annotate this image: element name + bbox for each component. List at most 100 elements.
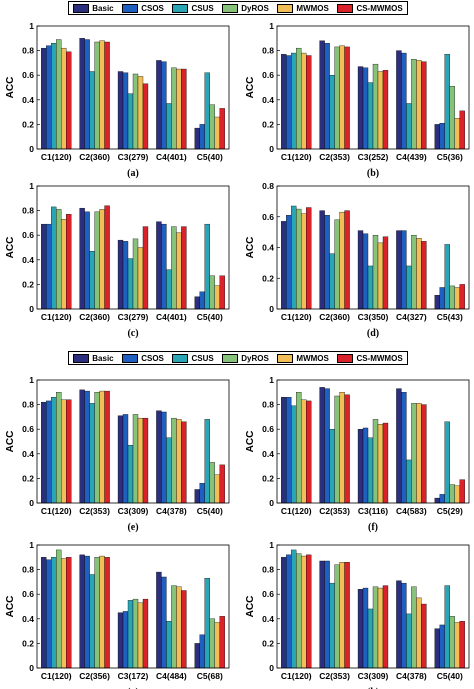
- legend-item-csus: CSUS: [172, 353, 214, 363]
- bar-csus-c3116: [367, 437, 374, 504]
- legend-label: Basic: [92, 3, 114, 13]
- bar-basic-c3116: [357, 429, 364, 504]
- bar-basic-c1120: [281, 557, 287, 669]
- legend-item-csus: CSUS: [172, 3, 214, 13]
- bar-basic-c4378: [156, 410, 162, 504]
- legend-top: Basic CSOS CSUS DyROS MWMOS CS-MWMOS: [68, 1, 408, 15]
- y-tick-label: 0: [269, 144, 274, 154]
- y-tick-label: 0.4: [262, 614, 274, 624]
- y-tick-label: 0.2: [262, 273, 274, 283]
- bar-csus-c1120: [291, 549, 297, 669]
- bar-cs-mwmos-c3309: [142, 417, 149, 504]
- bar-dyros-c529: [449, 484, 455, 504]
- bar-dyros-c3279: [132, 73, 139, 150]
- bar-csus-c2353: [329, 582, 335, 669]
- bar-basic-c4439: [396, 50, 402, 150]
- bar-mwmos-c4401: [176, 68, 182, 150]
- y-tick-label: 0.8: [262, 46, 274, 56]
- bar-csos-c568: [199, 634, 205, 669]
- bar-cs-mwmos-c2360: [104, 41, 110, 150]
- x-tick-label: C5(43): [437, 312, 463, 322]
- bar-mwmos-c1120: [301, 52, 307, 150]
- bar-dyros-c3350: [372, 235, 379, 310]
- x-tick-label: C4(484): [156, 671, 187, 681]
- bar-dyros-c1120: [296, 392, 302, 504]
- chart-panel-c: 0 0.2 0.4 0.6 0.8 1 ACC C1(120) C2(360) C3(279) C4…: [5, 181, 230, 339]
- bar-csus-c4583: [406, 459, 412, 504]
- bar-cs-mwmos-c529: [459, 479, 465, 504]
- bar-dyros-c4378: [171, 417, 177, 504]
- bar-dyros-c1120: [296, 553, 302, 669]
- bar-mwmos-c1120: [61, 219, 67, 310]
- bar-cs-mwmos-c540: [219, 275, 225, 310]
- bar-csus-c529: [444, 421, 450, 504]
- bar-basic-c4401: [156, 60, 162, 150]
- panel-label: (a): [127, 168, 139, 179]
- bar-cs-mwmos-c1120: [66, 399, 72, 504]
- legend-swatch: [73, 353, 90, 363]
- x-tick-label: C2(356): [79, 671, 110, 681]
- y-axis-label: ACC: [245, 431, 256, 453]
- bar-csos-c2360: [84, 211, 90, 310]
- x-tick-label: C3(309): [358, 671, 389, 681]
- bar-csus-c2360: [329, 253, 335, 310]
- legend-label: Basic: [92, 353, 114, 363]
- y-tick-label: 0.2: [262, 119, 274, 129]
- bar-cs-mwmos-c3279: [142, 226, 149, 310]
- x-tick-label: C5(40): [197, 312, 223, 322]
- bar-mwmos-c536: [454, 118, 460, 150]
- bar-basic-c3309: [117, 415, 124, 504]
- legend-item-csos: CSOS: [122, 3, 164, 13]
- y-tick-label: 0.4: [262, 449, 274, 459]
- bar-csus-c1120: [51, 397, 57, 504]
- bar-basic-c568: [194, 643, 200, 669]
- legend-label: CS-MWMOS: [356, 353, 403, 363]
- bar-cs-mwmos-c2353: [104, 390, 110, 504]
- legend-label: MWMOS: [296, 353, 329, 363]
- bar-csos-c4378: [401, 582, 407, 669]
- bar-mwmos-c4484: [176, 586, 182, 669]
- y-axis-label: ACC: [5, 431, 16, 453]
- x-tick-label: C4(401): [156, 152, 187, 162]
- plot-frame: [276, 25, 470, 150]
- bar-mwmos-c540: [214, 474, 220, 504]
- bar-mwmos-c1120: [301, 555, 307, 669]
- bar-cs-mwmos-c1120: [306, 554, 312, 669]
- bar-dyros-c1120: [56, 392, 62, 504]
- bar-cs-mwmos-c4484: [181, 590, 187, 669]
- y-tick-label: 0: [269, 304, 274, 314]
- y-tick-label: 0.6: [22, 230, 34, 240]
- plot-frame: [276, 379, 470, 504]
- bar-basic-c3252: [357, 66, 364, 150]
- bar-basic-c1120: [41, 401, 47, 504]
- legend-swatch: [277, 3, 294, 13]
- panel-label: (b): [367, 168, 379, 179]
- x-tick-label: C3(309): [118, 506, 149, 516]
- y-tick-label: 0.2: [22, 279, 34, 289]
- bar-csos-c3350: [362, 233, 369, 310]
- bar-csos-c540: [199, 483, 205, 504]
- bar-mwmos-c3350: [377, 242, 384, 310]
- bar-mwmos-c1120: [61, 558, 67, 669]
- bar-basic-c3279: [117, 239, 124, 310]
- legend-item-cs-mwmos: CS-MWMOS: [337, 3, 403, 13]
- x-tick-label: C5(40): [197, 152, 223, 162]
- x-tick-label: C5(40): [437, 671, 463, 681]
- x-tick-label: C2(360): [79, 152, 110, 162]
- bar-dyros-c2360: [334, 219, 340, 310]
- y-tick-label: 1: [29, 540, 34, 550]
- bar-csos-c540: [439, 624, 445, 669]
- y-tick-label: 0.8: [22, 206, 34, 216]
- bar-dyros-c2356: [94, 557, 100, 669]
- bar-mwmos-c3279: [137, 76, 144, 150]
- bar-dyros-c540: [449, 616, 455, 669]
- bar-csos-c540: [199, 124, 205, 150]
- bar-basic-c2353: [79, 389, 85, 504]
- bar-mwmos-c2360: [99, 40, 105, 150]
- bar-basic-c2360: [79, 207, 85, 310]
- legend-item-basic: Basic: [73, 353, 114, 363]
- x-tick-label: C5(29): [437, 506, 463, 516]
- y-tick-label: 0.4: [22, 95, 34, 105]
- y-tick-label: 0: [29, 663, 34, 673]
